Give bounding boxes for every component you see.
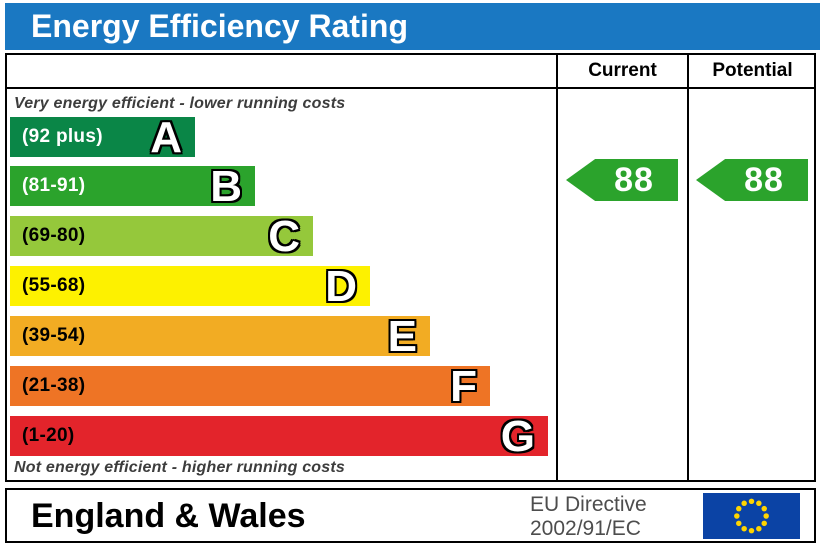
header-divider xyxy=(5,87,816,89)
potential-rating-value: 88 xyxy=(744,160,784,199)
eu-flag-icon xyxy=(703,493,800,539)
eu-directive-label: EU Directive 2002/91/EC xyxy=(530,493,647,541)
band-e-letter: E xyxy=(387,312,417,361)
band-f-letter: F xyxy=(450,362,477,411)
column-header-current: Current xyxy=(588,60,657,81)
band-d-range: (55-68) xyxy=(22,275,86,296)
footer: England & Wales EU Directive 2002/91/EC xyxy=(5,488,816,543)
eu-directive-line1: EU Directive xyxy=(530,493,647,516)
band-b-range: (81-91) xyxy=(22,175,86,196)
chart-title-bar: Energy Efficiency Rating xyxy=(5,3,820,50)
top-note: Very energy efficient - lower running co… xyxy=(14,95,346,112)
eu-flag-stars xyxy=(734,498,769,534)
region-label: England & Wales xyxy=(31,497,306,535)
band-c-letter: C xyxy=(268,212,300,261)
eu-directive-line2: 2002/91/EC xyxy=(530,517,641,540)
chart-title: Energy Efficiency Rating xyxy=(31,8,408,44)
current-rating-value: 88 xyxy=(614,160,654,199)
band-g-letter: G xyxy=(500,412,535,461)
band-c: (69-80) C xyxy=(10,212,313,261)
column-header-potential: Potential xyxy=(712,60,793,81)
column-divider-potential xyxy=(687,53,689,482)
band-b-letter: B xyxy=(210,162,242,211)
band-f: (21-38) F xyxy=(10,362,490,411)
band-e-range: (39-54) xyxy=(22,325,86,346)
column-divider-current xyxy=(556,53,558,482)
band-b: (81-91) B xyxy=(10,162,255,211)
band-e: (39-54) E xyxy=(10,312,430,361)
band-a-letter: A xyxy=(150,113,182,162)
band-a: (92 plus) A xyxy=(10,113,195,162)
band-f-range: (21-38) xyxy=(22,375,86,396)
band-d: (55-68) D xyxy=(10,262,370,311)
band-g-range: (1-20) xyxy=(22,425,75,446)
band-g: (1-20) G xyxy=(10,412,548,461)
bottom-note: Not energy efficient - higher running co… xyxy=(14,459,346,476)
band-a-range: (92 plus) xyxy=(22,126,103,147)
band-c-range: (69-80) xyxy=(22,225,86,246)
band-d-letter: D xyxy=(325,262,357,311)
